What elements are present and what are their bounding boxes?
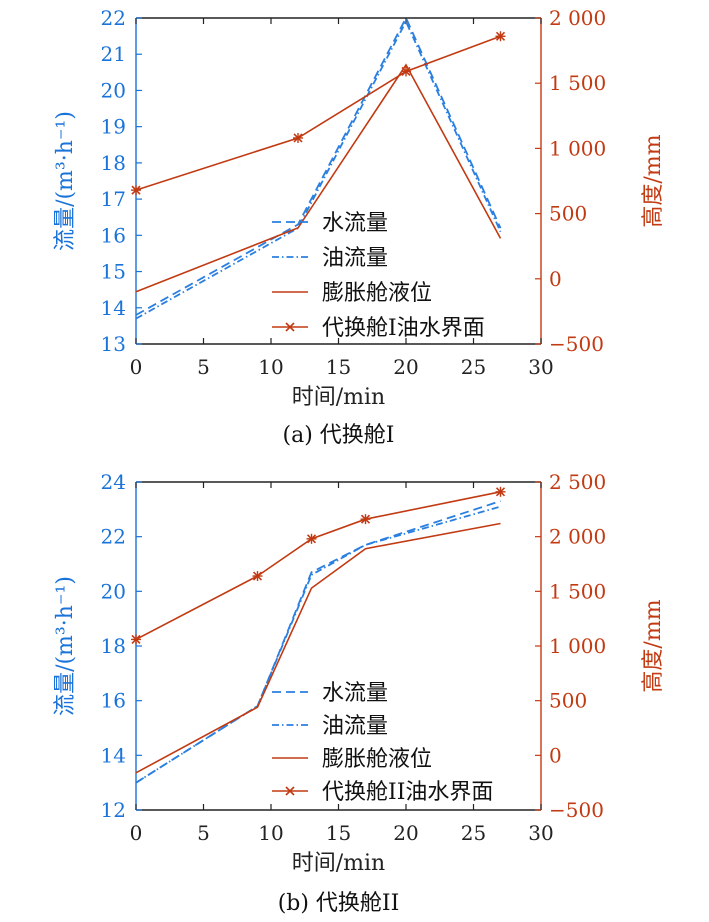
legend-label: 膨胀舱液位 <box>322 281 432 306</box>
legend-label: 油流量 <box>322 246 388 271</box>
x-tick-label: 10 <box>258 821 283 845</box>
x-tick-label: 30 <box>528 821 553 845</box>
series-marker <box>131 185 141 196</box>
left-y-axis-title: 流量/(m³·h⁻¹) <box>53 576 78 716</box>
x-tick-label: 20 <box>393 355 418 379</box>
right-y-tick-label: 0 <box>549 743 562 767</box>
left-y-tick-label: 20 <box>101 78 126 102</box>
panel-caption: (a) 代换舱I <box>283 423 395 448</box>
legend-label: 膨胀舱液位 <box>322 747 432 772</box>
x-axis-title: 时间/min <box>292 851 385 876</box>
x-tick-label: 5 <box>197 355 210 379</box>
legend-label: 水流量 <box>322 681 388 706</box>
series-marker <box>306 533 317 544</box>
chart-panel-a: 0 5 10 15 20 25 30 13 14 15 16 17 18 19 20 21 22 −500 0 500… <box>53 6 666 448</box>
x-axis-title: 时间/min <box>292 385 385 410</box>
x-tick-label: 5 <box>197 821 210 845</box>
legend-label: 代换舱II油水界面 <box>322 780 493 805</box>
left-y-axis-title: 流量/(m³·h⁻¹) <box>53 111 78 251</box>
left-y-tick-label: 19 <box>101 115 126 139</box>
left-y-tick-label: 20 <box>101 579 126 603</box>
series-marker <box>131 634 141 645</box>
right-y-tick-label: 2 000 <box>549 6 606 30</box>
right-y-axis-title: 高度/mm <box>641 134 666 227</box>
left-y-tick-label: 14 <box>101 743 126 767</box>
left-y-tick-label: 14 <box>101 296 126 320</box>
right-y-axis-title: 高度/mm <box>641 599 666 692</box>
series-line-3 <box>135 63 502 293</box>
series-line-4 <box>135 491 501 641</box>
series-marker <box>293 132 303 143</box>
left-y-tick-label: 16 <box>101 689 126 713</box>
x-tick-label: 10 <box>258 355 283 379</box>
right-y-tick-label: 2 500 <box>549 470 606 494</box>
left-y-tick-label: 21 <box>101 42 126 66</box>
series-line-2 <box>135 19 502 320</box>
left-y-tick-label: 15 <box>101 260 126 284</box>
left-y-tick-label: 13 <box>101 332 126 356</box>
series-line-3 <box>135 522 501 774</box>
x-tick-label: 15 <box>326 821 351 845</box>
right-y-tick-label: 0 <box>549 267 562 291</box>
right-y-tick-label: 1 000 <box>549 136 606 160</box>
series-line-2 <box>135 505 501 784</box>
right-y-tick-label: 2 000 <box>549 525 606 549</box>
series-line-4 <box>135 35 501 191</box>
left-y-tick-label: 18 <box>101 151 126 175</box>
left-y-tick-label: 22 <box>101 6 126 30</box>
right-y-tick-label: 1 500 <box>549 71 606 95</box>
right-y-tick-label: 500 <box>549 202 587 226</box>
left-y-tick-label: 18 <box>101 634 126 658</box>
left-y-tick-label: 24 <box>101 470 126 494</box>
left-y-tick-label: 16 <box>101 223 126 247</box>
x-tick-label: 30 <box>528 355 553 379</box>
x-tick-label: 0 <box>130 821 143 845</box>
series-marker <box>360 514 371 525</box>
series-marker <box>495 31 506 42</box>
x-tick-label: 15 <box>326 355 351 379</box>
right-y-tick-label: 500 <box>549 689 587 713</box>
series-line-1 <box>135 15 502 316</box>
legend-label: 油流量 <box>322 714 388 739</box>
series-marker <box>401 66 411 77</box>
right-y-tick-label: −500 <box>549 798 604 822</box>
x-tick-label: 25 <box>461 821 486 845</box>
x-tick-label: 25 <box>461 355 486 379</box>
right-y-tick-label: −500 <box>549 332 604 356</box>
series-marker <box>495 486 506 497</box>
legend-label: 代换舱I油水界面 <box>322 316 485 341</box>
left-y-tick-label: 17 <box>101 187 126 211</box>
left-y-tick-label: 12 <box>101 798 126 822</box>
panel-caption: (b) 代换舱II <box>278 891 400 916</box>
series-marker <box>252 571 263 582</box>
series-line-1 <box>135 500 501 784</box>
right-y-tick-label: 1 500 <box>549 579 606 603</box>
right-y-tick-label: 1 000 <box>549 634 606 658</box>
x-tick-label: 20 <box>393 821 418 845</box>
left-y-tick-label: 22 <box>101 525 126 549</box>
legend-label: 水流量 <box>322 211 388 236</box>
x-tick-label: 0 <box>130 355 143 379</box>
chart-panel-b: 0 5 10 15 20 25 30 12 14 16 18 20 22 24 −500 0 500 1 000 1… <box>53 470 666 916</box>
